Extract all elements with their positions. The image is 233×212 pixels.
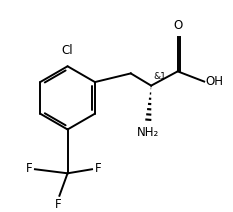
Text: F: F [55,198,62,211]
Text: F: F [94,162,101,175]
Text: OH: OH [206,75,224,88]
Text: &1: &1 [153,71,166,81]
Text: F: F [26,162,32,175]
Text: NH₂: NH₂ [137,126,159,139]
Text: O: O [173,19,182,32]
Text: Cl: Cl [62,44,73,57]
